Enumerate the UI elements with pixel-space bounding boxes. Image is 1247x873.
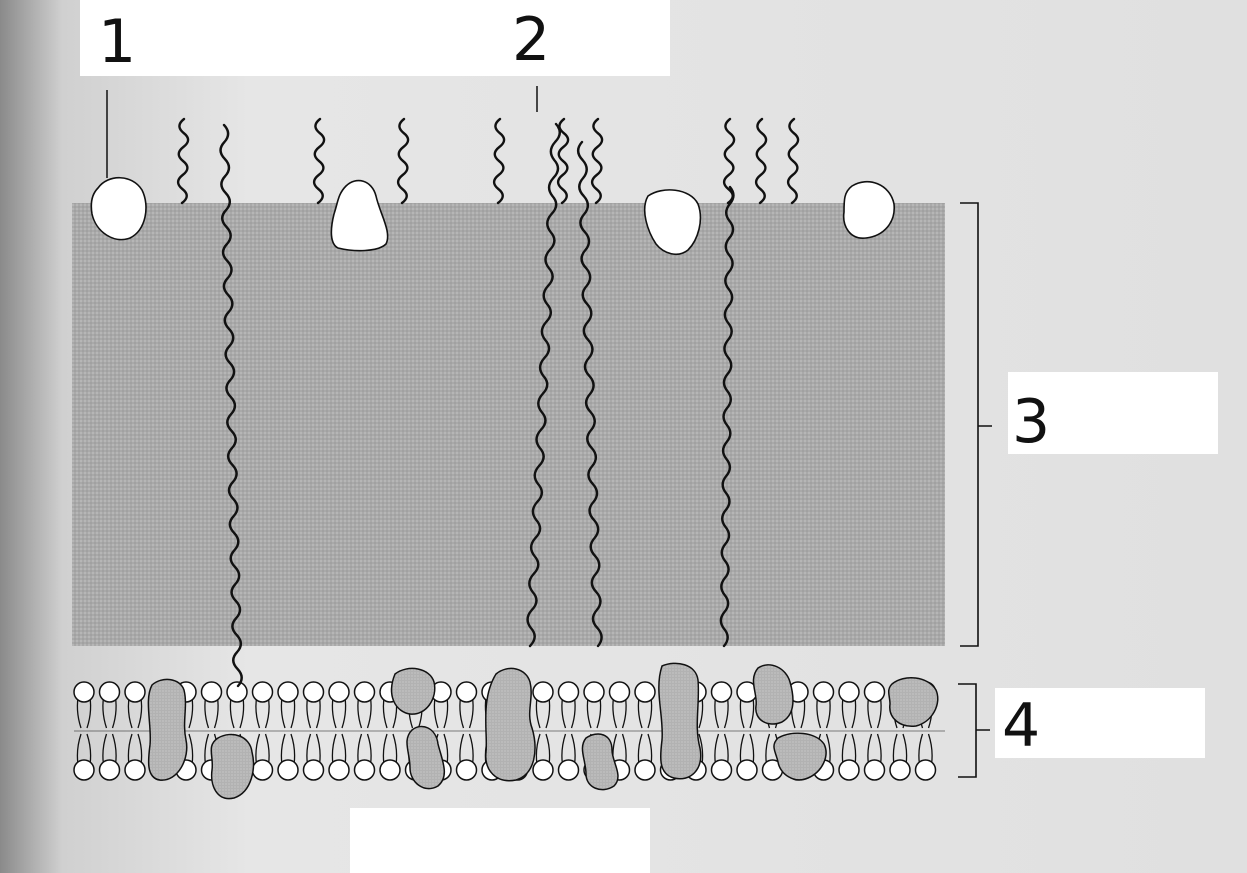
lipid-head	[532, 681, 554, 703]
lipid-head	[710, 681, 733, 703]
bracket-3	[960, 202, 992, 647]
lipid-head	[302, 681, 325, 703]
surface-proteins	[90, 176, 895, 256]
lipid-head	[124, 759, 146, 781]
lipid-head	[889, 759, 911, 781]
surface-protein	[643, 189, 702, 256]
lipid-head	[73, 681, 95, 703]
membrane-protein	[390, 667, 436, 715]
polysaccharide-chains	[176, 117, 800, 688]
polysaccharide-chain	[219, 123, 243, 688]
label-3: 3	[1012, 387, 1051, 457]
lipid-head	[710, 759, 733, 781]
label-cover-right-3	[1008, 372, 1218, 454]
polysaccharide-chain	[526, 122, 561, 648]
polysaccharide-chain	[590, 117, 604, 205]
bracket-4	[958, 683, 990, 778]
membrane-protein	[752, 664, 794, 725]
matrix-layer	[72, 203, 945, 646]
polysaccharide-chain	[722, 117, 736, 205]
lipid-head	[353, 759, 376, 781]
lipid-head	[634, 681, 656, 703]
lipid-head	[353, 681, 376, 703]
lipid-head	[98, 681, 121, 703]
membrane-protein	[581, 733, 619, 791]
label-cover-right-4	[995, 688, 1205, 758]
lipid-head	[914, 759, 937, 781]
lipid-head	[455, 681, 478, 703]
lipid-head	[124, 681, 146, 703]
lipid-head	[277, 759, 299, 781]
label-2: 2	[512, 5, 551, 75]
lipid-head	[863, 681, 886, 703]
label-cover-bottom	[350, 808, 650, 873]
membrane-protein	[406, 725, 446, 790]
lipid-head	[226, 681, 248, 703]
lipid-head	[328, 759, 350, 781]
surface-protein	[90, 176, 147, 241]
membrane-protein	[658, 662, 702, 780]
polysaccharide-chain	[312, 117, 326, 205]
lipid-head	[251, 759, 274, 781]
lipid-head	[838, 681, 860, 703]
lipid-head	[863, 759, 886, 781]
membrane-protein	[210, 733, 255, 800]
label-leaders	[106, 86, 538, 178]
lipid-head	[251, 681, 274, 703]
layer-brackets	[958, 202, 992, 778]
polysaccharide-chain	[576, 140, 603, 648]
lipid-head	[634, 759, 656, 781]
lipid-head	[557, 681, 580, 703]
lipid-head	[532, 759, 554, 781]
lipid-head	[736, 759, 758, 781]
lipid-head	[328, 681, 350, 703]
label-cover-top	[80, 0, 670, 76]
lipid-head	[379, 759, 401, 781]
lipid-head	[73, 759, 95, 781]
membrane-proteins	[147, 662, 939, 800]
lipid-head	[98, 759, 121, 781]
lipid-head	[557, 759, 580, 781]
lipid-head	[838, 759, 860, 781]
polysaccharide-chain	[786, 117, 800, 205]
polysaccharide-chain	[719, 185, 735, 648]
polysaccharide-chain	[396, 117, 410, 205]
lipid-head	[200, 681, 223, 703]
membrane-protein	[485, 667, 536, 782]
polysaccharide-chain	[492, 117, 506, 205]
lipid-head	[608, 681, 631, 703]
label-1: 1	[98, 7, 137, 77]
surface-protein	[330, 179, 389, 252]
label-4: 4	[1002, 691, 1041, 761]
polysaccharide-chain	[556, 117, 570, 205]
polysaccharide-chain	[176, 117, 190, 205]
polysaccharide-chain	[754, 117, 768, 205]
membrane-protein	[147, 678, 188, 781]
lipid-head	[455, 759, 478, 781]
lipid-head	[277, 681, 299, 703]
lipid-head	[583, 681, 605, 703]
surface-protein	[842, 180, 895, 239]
membrane-protein	[887, 677, 939, 727]
lipid-head	[302, 759, 325, 781]
membrane-protein	[773, 732, 827, 781]
lipid-head	[812, 681, 835, 703]
